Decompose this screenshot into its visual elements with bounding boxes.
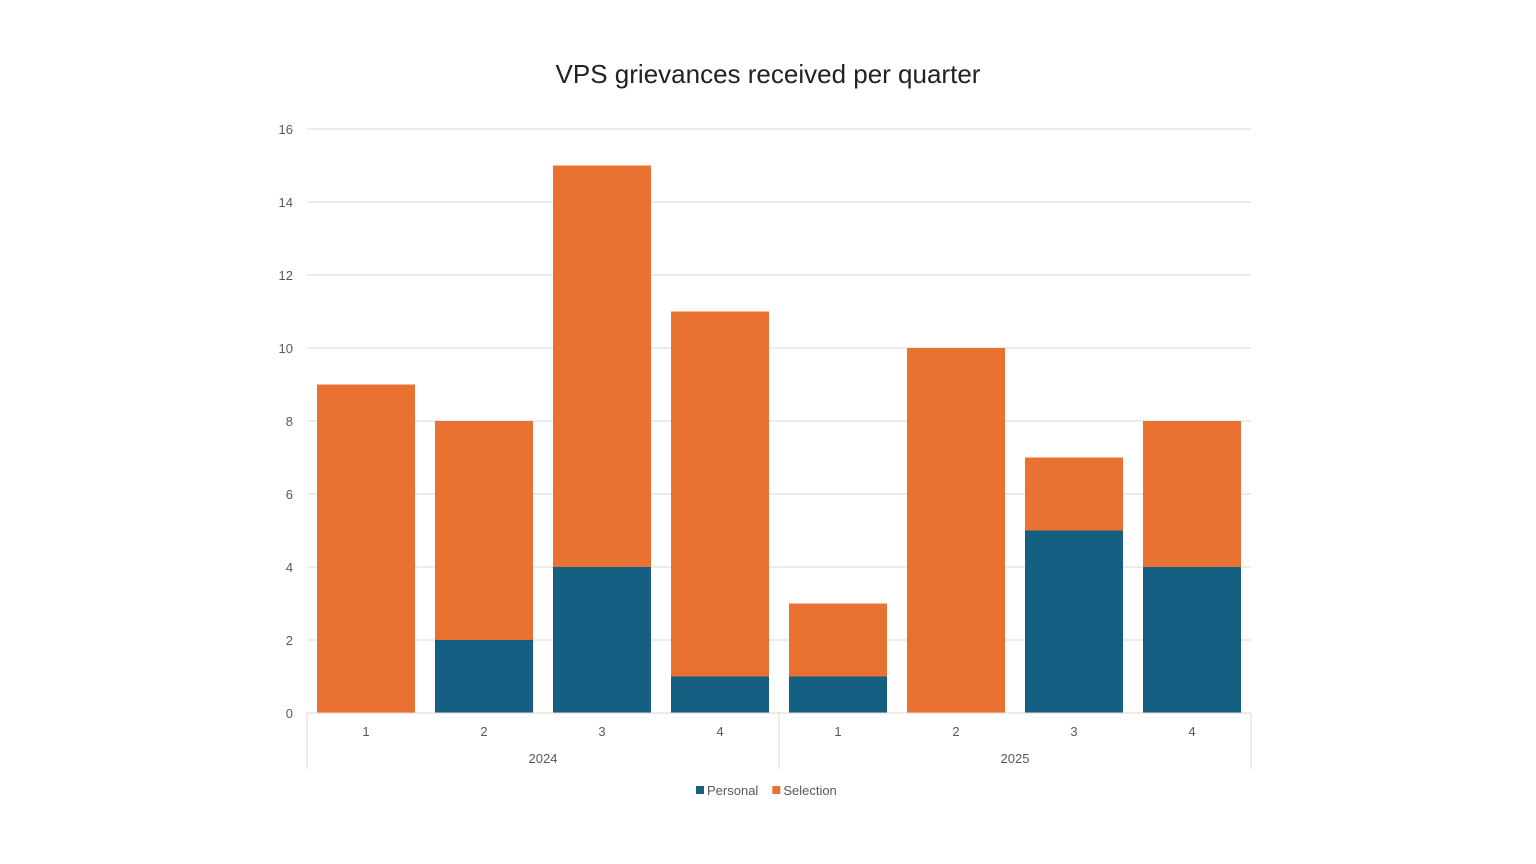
bar-personal (435, 640, 533, 713)
bar-selection (789, 603, 887, 677)
bar-personal (1025, 530, 1123, 713)
y-tick-label: 4 (286, 560, 293, 575)
x-tick-label: 2 (480, 724, 487, 739)
y-tick-label: 12 (279, 268, 293, 283)
y-tick-label: 8 (286, 414, 293, 429)
x-tick-label: 3 (598, 724, 605, 739)
x-tick-label: 3 (1070, 724, 1077, 739)
bar-personal (671, 676, 769, 713)
x-tick-label: 1 (362, 724, 369, 739)
bar-selection (553, 165, 651, 567)
chart-title: VPS grievances received per quarter (556, 59, 981, 89)
legend-swatch-personal (696, 786, 704, 794)
bar-personal (553, 567, 651, 713)
x-tick-label: 1 (834, 724, 841, 739)
y-tick-label: 0 (286, 706, 293, 721)
x-tick-label: 4 (716, 724, 723, 739)
legend-swatch-selection (772, 786, 781, 794)
bar-selection (317, 384, 415, 713)
x-group-label: 2024 (529, 751, 558, 766)
bar-personal (789, 676, 887, 713)
bar-selection (907, 348, 1005, 713)
x-group-label: 2025 (1001, 751, 1030, 766)
y-tick-label: 2 (286, 633, 293, 648)
y-tick-label: 10 (279, 341, 293, 356)
bar-selection (671, 311, 769, 677)
bar-selection (435, 421, 533, 640)
legend: Personal Selection (696, 783, 837, 798)
bar-selection (1143, 421, 1241, 567)
legend-label: Selection (783, 783, 836, 798)
bars (317, 165, 1241, 713)
y-tick-label: 16 (279, 122, 293, 137)
x-tick-label: 4 (1188, 724, 1195, 739)
bar-selection (1025, 457, 1123, 531)
y-tick-label: 6 (286, 487, 293, 502)
y-tick-label: 14 (279, 195, 293, 210)
x-tick-label: 2 (952, 724, 959, 739)
bar-personal (1143, 567, 1241, 713)
legend-label: Personal (707, 783, 758, 798)
